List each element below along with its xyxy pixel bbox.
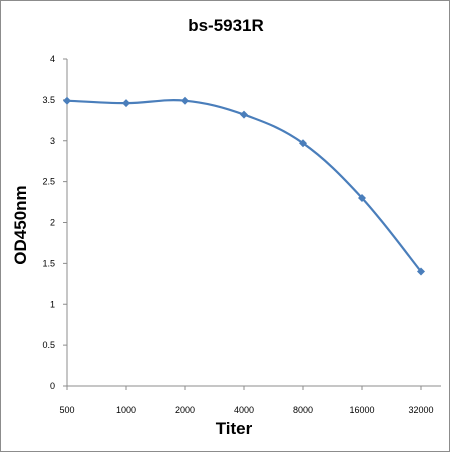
data-point-marker <box>122 99 130 108</box>
data-point-marker <box>181 96 189 105</box>
x-tick-label: 2000 <box>175 405 195 415</box>
y-tick-label: 0.5 <box>42 340 55 350</box>
data-point-marker <box>299 139 307 148</box>
y-tick-label: 2 <box>50 218 55 228</box>
y-tick-label: 4 <box>50 54 55 64</box>
y-tick-label: 1.5 <box>42 258 55 268</box>
x-tick-label: 32000 <box>408 405 433 415</box>
y-tick-label: 3 <box>50 136 55 146</box>
y-axis-ticks: 0 0.5 1 1.5 2 2.5 3 3.5 4 <box>42 54 67 391</box>
x-axis-ticks: 500 1000 2000 4000 8000 16000 32000 <box>59 386 434 415</box>
x-tick-label: 1000 <box>116 405 136 415</box>
y-axis-title: OD450nm <box>11 185 30 264</box>
x-tick-label: 16000 <box>349 405 374 415</box>
x-tick-label: 4000 <box>234 405 254 415</box>
series-markers <box>63 96 425 276</box>
x-tick-label: 8000 <box>293 405 313 415</box>
data-point-marker <box>358 193 366 202</box>
y-tick-label: 1 <box>50 299 55 309</box>
x-tick-label: 500 <box>59 405 74 415</box>
y-tick-label: 3.5 <box>42 95 55 105</box>
chart-title: bs-5931R <box>188 16 264 35</box>
y-tick-label: 2.5 <box>42 177 55 187</box>
x-axis-title: Titer <box>216 419 253 438</box>
y-tick-label: 0 <box>50 381 55 391</box>
series-line <box>66 99 422 273</box>
data-point-marker <box>417 267 425 276</box>
data-point-marker <box>63 96 71 105</box>
data-point-marker <box>240 110 248 119</box>
